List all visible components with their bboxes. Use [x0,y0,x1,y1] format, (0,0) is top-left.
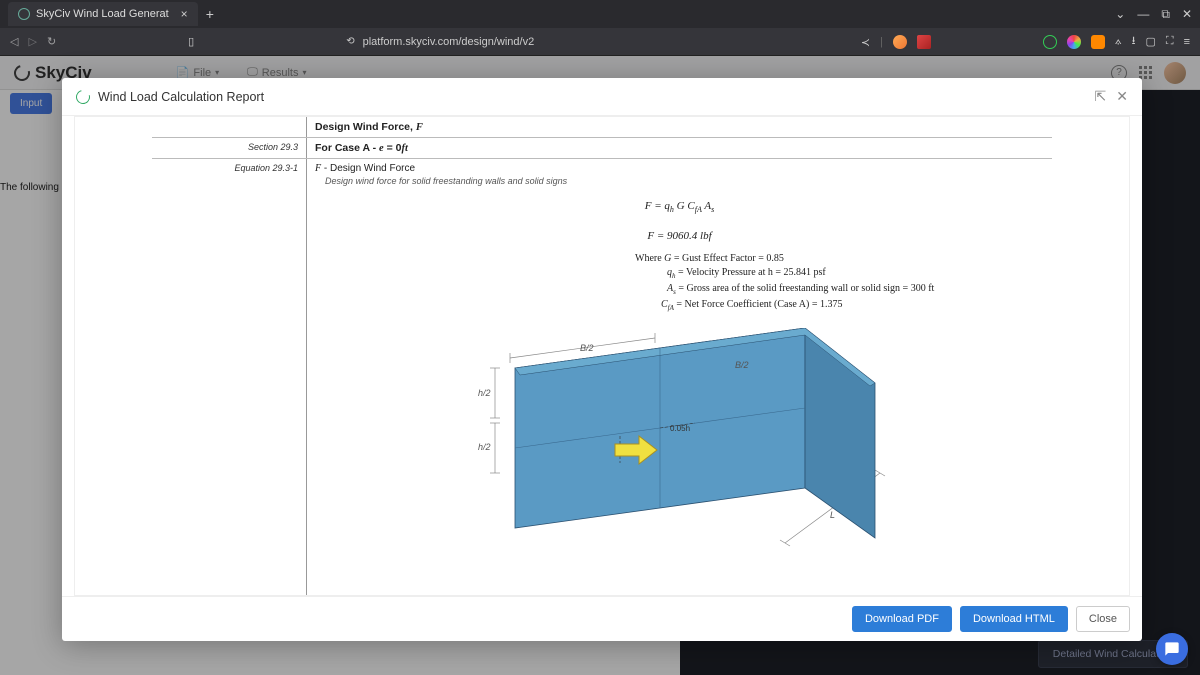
ext-circle-icon[interactable] [1043,35,1057,49]
chat-widget-button[interactable] [1156,633,1188,665]
browser-tab[interactable]: SkyCiv Wind Load Generat × [8,2,198,26]
section-ref: Section 29.3 [152,138,306,156]
tab-favicon [18,8,30,20]
force-label: F - Design Wind Force [315,163,415,174]
nav-back-icon[interactable]: ◁ [10,35,18,48]
bookmark-icon[interactable]: ▯ [188,35,194,48]
dim-h2-2: h/2 [478,442,491,452]
report-page: Design Wind Force, F Section 29.3 For Ca… [152,117,1052,596]
case-a-label: For Case A - e = 0ft [315,142,408,154]
report-modal: Wind Load Calculation Report ⇱ ✕ Design … [62,78,1142,641]
chat-icon [1164,641,1180,657]
app-menu-icon[interactable]: ≡ [1184,36,1190,48]
download-html-button[interactable]: Download HTML [960,606,1068,632]
ext-orange-icon[interactable] [1091,35,1105,49]
screenshot-icon[interactable]: ⛶ [1166,35,1174,48]
report-heading: Design Wind Force, F [315,121,423,133]
tab-close-icon[interactable]: × [181,7,188,21]
window-dropdown-icon[interactable]: ⌄ [1115,7,1125,22]
extension-badge-2[interactable] [917,35,931,49]
extension-badge-1[interactable] [893,35,907,49]
dim-h2-1: h/2 [478,388,491,398]
download-icon[interactable]: ⭳ [1132,32,1136,51]
result-formula: F = 9060.4 lbf [315,224,1044,248]
share-icon[interactable]: ≺ [861,36,870,49]
main-formula: F = qh G CfA As [315,194,1044,220]
modal-title-text: Wind Load Calculation Report [98,90,264,104]
separator: | [880,36,883,48]
ext-cast-icon[interactable]: ⟑ [1115,35,1122,48]
force-description: Design wind force for solid freestanding… [325,176,1044,186]
modal-logo-icon [73,87,92,106]
site-settings-icon[interactable]: ⟲ [346,36,354,47]
dim-b2-1: B/2 [580,343,594,353]
tab-title: SkyCiv Wind Load Generat [36,8,169,20]
dim-length: L [830,510,835,520]
ext-colorwheel-icon[interactable] [1067,35,1081,49]
panel-icon[interactable]: ▢ [1145,35,1155,48]
dim-b2-2: B/2 [735,360,749,370]
window-close-icon[interactable]: ✕ [1182,7,1192,22]
close-button[interactable]: Close [1076,606,1130,632]
nav-forward-icon[interactable]: ▷ [28,35,36,48]
equation-ref: Equation 29.3-1 [152,159,306,177]
report-scroll-area[interactable]: Design Wind Force, F Section 29.3 For Ca… [74,116,1130,596]
download-pdf-button[interactable]: Download PDF [852,606,952,632]
window-maximize-icon[interactable]: ⧉ [1161,7,1170,22]
popout-icon[interactable]: ⇱ [1095,88,1107,105]
dim-eccentricity: 0.05h [670,424,690,433]
url-text[interactable]: platform.skyciv.com/design/wind/v2 [363,36,535,48]
where-block: Where G = Gust Effect Factor = 0.85 qh =… [315,248,1044,317]
close-modal-icon[interactable]: ✕ [1116,88,1128,105]
nav-reload-icon[interactable]: ↻ [47,35,56,48]
window-minimize-icon[interactable]: — [1137,7,1149,22]
new-tab-button[interactable]: + [206,6,214,22]
figure-3: B/2 B/2 h/2 h/2 0.05h L [315,328,1044,588]
